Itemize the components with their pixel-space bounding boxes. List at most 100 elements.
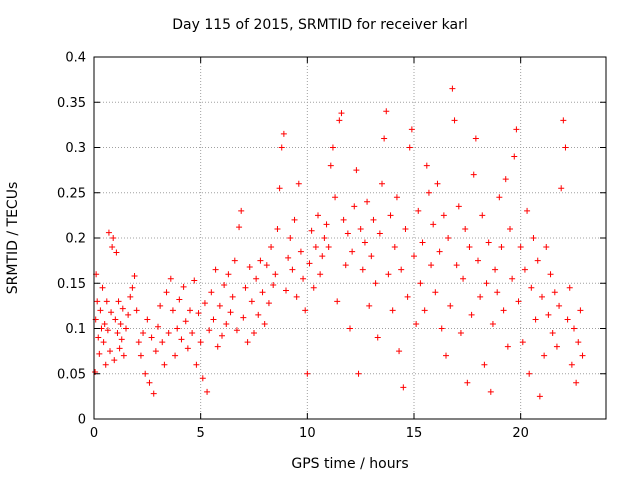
data-point (498, 244, 505, 251)
data-point (297, 248, 304, 255)
data-point (310, 284, 317, 291)
data-point (543, 244, 550, 251)
data-point (464, 379, 471, 386)
data-point (244, 339, 251, 346)
data-point (496, 194, 503, 201)
data-point (513, 126, 520, 133)
data-point (285, 254, 292, 261)
data-point (229, 293, 236, 300)
data-point (415, 207, 422, 214)
axis-ticks: 0 5 10 15 20 0 0.05 0.1 0.15 0.2 0.25 0.3 0.35 0.4 (57, 51, 606, 441)
data-point (317, 271, 324, 278)
data-point (187, 307, 193, 314)
data-point (165, 330, 172, 337)
data-point (575, 339, 582, 346)
data-point (319, 253, 326, 260)
data-point (376, 230, 383, 237)
data-point (193, 361, 200, 368)
data-point (342, 262, 349, 269)
data-point (253, 275, 260, 282)
data-point (511, 153, 518, 160)
data-point (338, 110, 345, 117)
data-point (287, 235, 294, 241)
data-point (102, 361, 109, 368)
data-point (163, 289, 170, 296)
data-point (293, 293, 300, 300)
data-point (355, 370, 362, 377)
chart-title: Day 115 of 2015, SRMTID for receiver kar… (172, 17, 468, 33)
data-point (300, 275, 307, 282)
y-tick-label: 0.15 (57, 277, 86, 292)
data-point (351, 203, 358, 210)
data-point (344, 230, 351, 237)
data-point (169, 307, 176, 314)
data-point (361, 239, 368, 246)
data-point (571, 325, 577, 332)
data-point (178, 336, 185, 343)
data-point (127, 293, 134, 300)
data-point (146, 379, 153, 386)
data-point (398, 266, 405, 273)
data-point (564, 316, 571, 323)
data-point (434, 180, 441, 187)
data-point (172, 352, 179, 359)
data-point (379, 180, 385, 187)
data-point (443, 352, 449, 359)
data-point (517, 244, 524, 251)
data-point (381, 135, 388, 142)
data-point (315, 212, 321, 219)
data-point (417, 280, 424, 287)
data-point (449, 85, 456, 92)
data-point (108, 309, 115, 316)
data-point (470, 171, 477, 178)
data-point (274, 225, 281, 232)
data-point (460, 275, 467, 282)
y-tick-label: 0 (78, 413, 86, 428)
data-point (263, 262, 270, 269)
data-point (113, 249, 120, 256)
data-point (466, 244, 473, 251)
data-point (167, 275, 174, 282)
data-point (302, 307, 309, 314)
data-point (197, 339, 204, 346)
data-point (133, 307, 140, 314)
data-point (159, 339, 166, 346)
data-point (524, 207, 531, 214)
data-point (137, 352, 144, 359)
data-point (383, 108, 390, 115)
data-point (265, 300, 272, 307)
data-point (359, 266, 366, 273)
data-point (347, 325, 353, 332)
data-point (353, 167, 360, 174)
data-point (327, 162, 334, 169)
x-tick-label: 15 (406, 426, 423, 441)
data-point (104, 327, 111, 334)
data-point (366, 302, 373, 309)
data-point (221, 282, 228, 289)
data-point (255, 311, 262, 318)
x-axis-label: GPS time / hours (291, 456, 409, 472)
data-point (240, 314, 247, 321)
data-point (114, 330, 121, 337)
data-point (568, 361, 575, 368)
data-point (357, 225, 364, 232)
data-point (492, 266, 499, 273)
data-point (212, 266, 219, 273)
data-point (530, 235, 537, 241)
data-point (189, 330, 196, 337)
data-point (95, 334, 102, 341)
data-point (268, 244, 275, 251)
data-point (238, 207, 245, 214)
data-point (236, 224, 243, 231)
data-point (515, 298, 522, 305)
y-tick-label: 0.4 (65, 51, 86, 66)
x-tick-label: 5 (197, 426, 205, 441)
data-point (233, 327, 240, 334)
data-point (219, 332, 225, 339)
data-point (283, 287, 289, 294)
data-point (161, 361, 168, 368)
data-point (451, 117, 458, 124)
data-point (532, 316, 539, 323)
data-point (551, 289, 558, 296)
y-axis-label: SRMTID / TECUs (5, 181, 21, 295)
